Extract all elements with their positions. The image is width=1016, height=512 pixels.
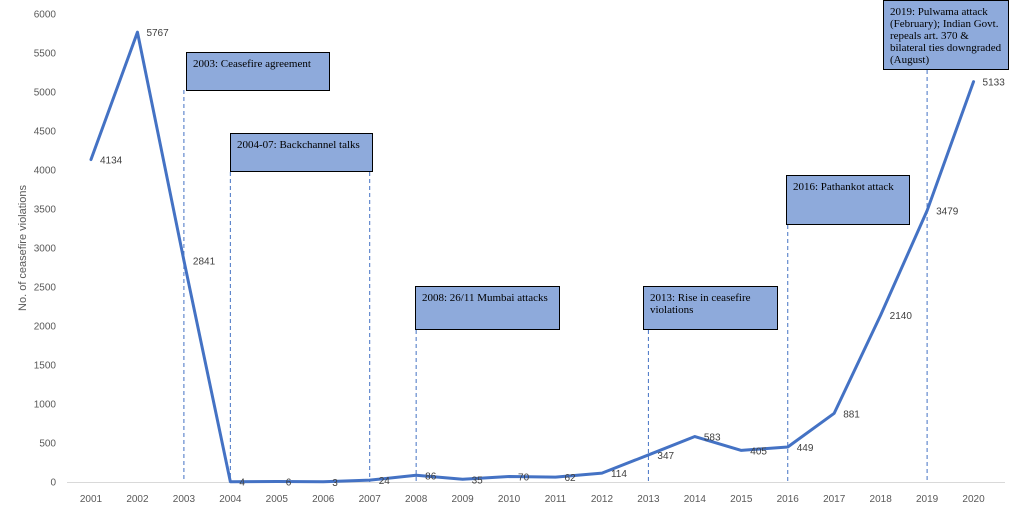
data-label: 583 bbox=[704, 433, 721, 444]
data-label: 70 bbox=[518, 473, 530, 484]
y-tick-label: 4500 bbox=[34, 127, 57, 138]
data-label: 3 bbox=[332, 478, 338, 489]
series-line bbox=[89, 30, 976, 484]
y-tick-label: 4000 bbox=[34, 166, 57, 177]
data-label: 5767 bbox=[146, 28, 169, 39]
annotation-ceasefire-agreement: 2003: Ceasefire agreement bbox=[186, 52, 330, 91]
data-label: 5133 bbox=[983, 78, 1006, 89]
annotation-pathankot-attack: 2016: Pathankot attack bbox=[786, 175, 910, 225]
y-axis: 0 500 1000 1500 2000 2500 3000 3500 4000 4500 5000… bbox=[34, 10, 57, 489]
y-tick-label: 0 bbox=[50, 478, 56, 489]
x-tick-label: 2002 bbox=[126, 494, 149, 505]
x-tick-label: 2005 bbox=[266, 494, 289, 505]
x-tick-label: 2004 bbox=[219, 494, 242, 505]
y-tick-label: 2000 bbox=[34, 322, 57, 333]
data-label: 6 bbox=[286, 478, 292, 489]
x-tick-label: 2018 bbox=[870, 494, 893, 505]
data-label: 86 bbox=[425, 471, 437, 482]
y-tick-label: 1000 bbox=[34, 400, 57, 411]
x-tick-label: 2016 bbox=[777, 494, 800, 505]
x-tick-label: 2008 bbox=[405, 494, 428, 505]
annotation-pulwama-art370: 2019: Pulwama attack (February); Indian … bbox=[883, 0, 1009, 70]
x-tick-label: 2007 bbox=[359, 494, 382, 505]
x-tick-label: 2011 bbox=[545, 494, 567, 505]
y-tick-label: 1500 bbox=[34, 361, 57, 372]
x-tick-label: 2019 bbox=[916, 494, 939, 505]
series-group bbox=[89, 30, 976, 484]
x-tick-label: 2009 bbox=[451, 494, 474, 505]
x-tick-label: 2015 bbox=[730, 494, 753, 505]
x-tick-label: 2006 bbox=[312, 494, 335, 505]
x-tick-label: 2001 bbox=[80, 494, 103, 505]
y-tick-label: 3000 bbox=[34, 244, 57, 255]
x-tick-label: 2017 bbox=[823, 494, 846, 505]
y-tick-label: 3500 bbox=[34, 205, 57, 216]
y-tick-label: 5000 bbox=[34, 88, 57, 99]
data-label: 114 bbox=[611, 469, 627, 480]
data-label: 881 bbox=[843, 409, 860, 420]
data-label: 62 bbox=[565, 473, 577, 484]
y-tick-label: 2500 bbox=[34, 283, 57, 294]
x-tick-label: 2003 bbox=[173, 494, 196, 505]
y-tick-label: 500 bbox=[39, 439, 56, 450]
data-label: 4 bbox=[239, 478, 245, 489]
data-label: 2841 bbox=[193, 256, 216, 267]
x-axis: 2001 2002 2003 2004 2005 2006 2007 2008 2009 2010… bbox=[80, 494, 985, 505]
y-tick-label: 6000 bbox=[34, 10, 57, 21]
data-label: 405 bbox=[750, 446, 767, 457]
y-tick-label: 5500 bbox=[34, 49, 57, 60]
x-tick-label: 2020 bbox=[962, 494, 985, 505]
data-labels: 4134 5767 2841 4 6 3 24 86 35 70 62 114 347 583 405 449… bbox=[100, 28, 1005, 489]
x-tick-label: 2014 bbox=[684, 494, 707, 505]
event-guide-lines bbox=[183, 70, 928, 482]
data-label: 347 bbox=[657, 451, 674, 462]
x-tick-label: 2013 bbox=[637, 494, 660, 505]
data-label: 2140 bbox=[890, 311, 913, 322]
annotation-backchannel-talks: 2004-07: Backchannel talks bbox=[230, 133, 373, 172]
data-label: 449 bbox=[797, 443, 814, 454]
data-label: 35 bbox=[472, 475, 484, 486]
data-label: 3479 bbox=[936, 207, 959, 218]
annotation-mumbai-attacks: 2008: 26/11 Mumbai attacks bbox=[415, 286, 560, 330]
data-label: 24 bbox=[379, 476, 391, 487]
annotation-rise-in-violations: 2013: Rise in ceasefire violations bbox=[643, 286, 778, 330]
x-tick-label: 2012 bbox=[591, 494, 614, 505]
y-axis-title: No. of ceasefire violations bbox=[17, 185, 29, 311]
data-label: 4134 bbox=[100, 156, 123, 167]
x-tick-label: 2010 bbox=[498, 494, 521, 505]
